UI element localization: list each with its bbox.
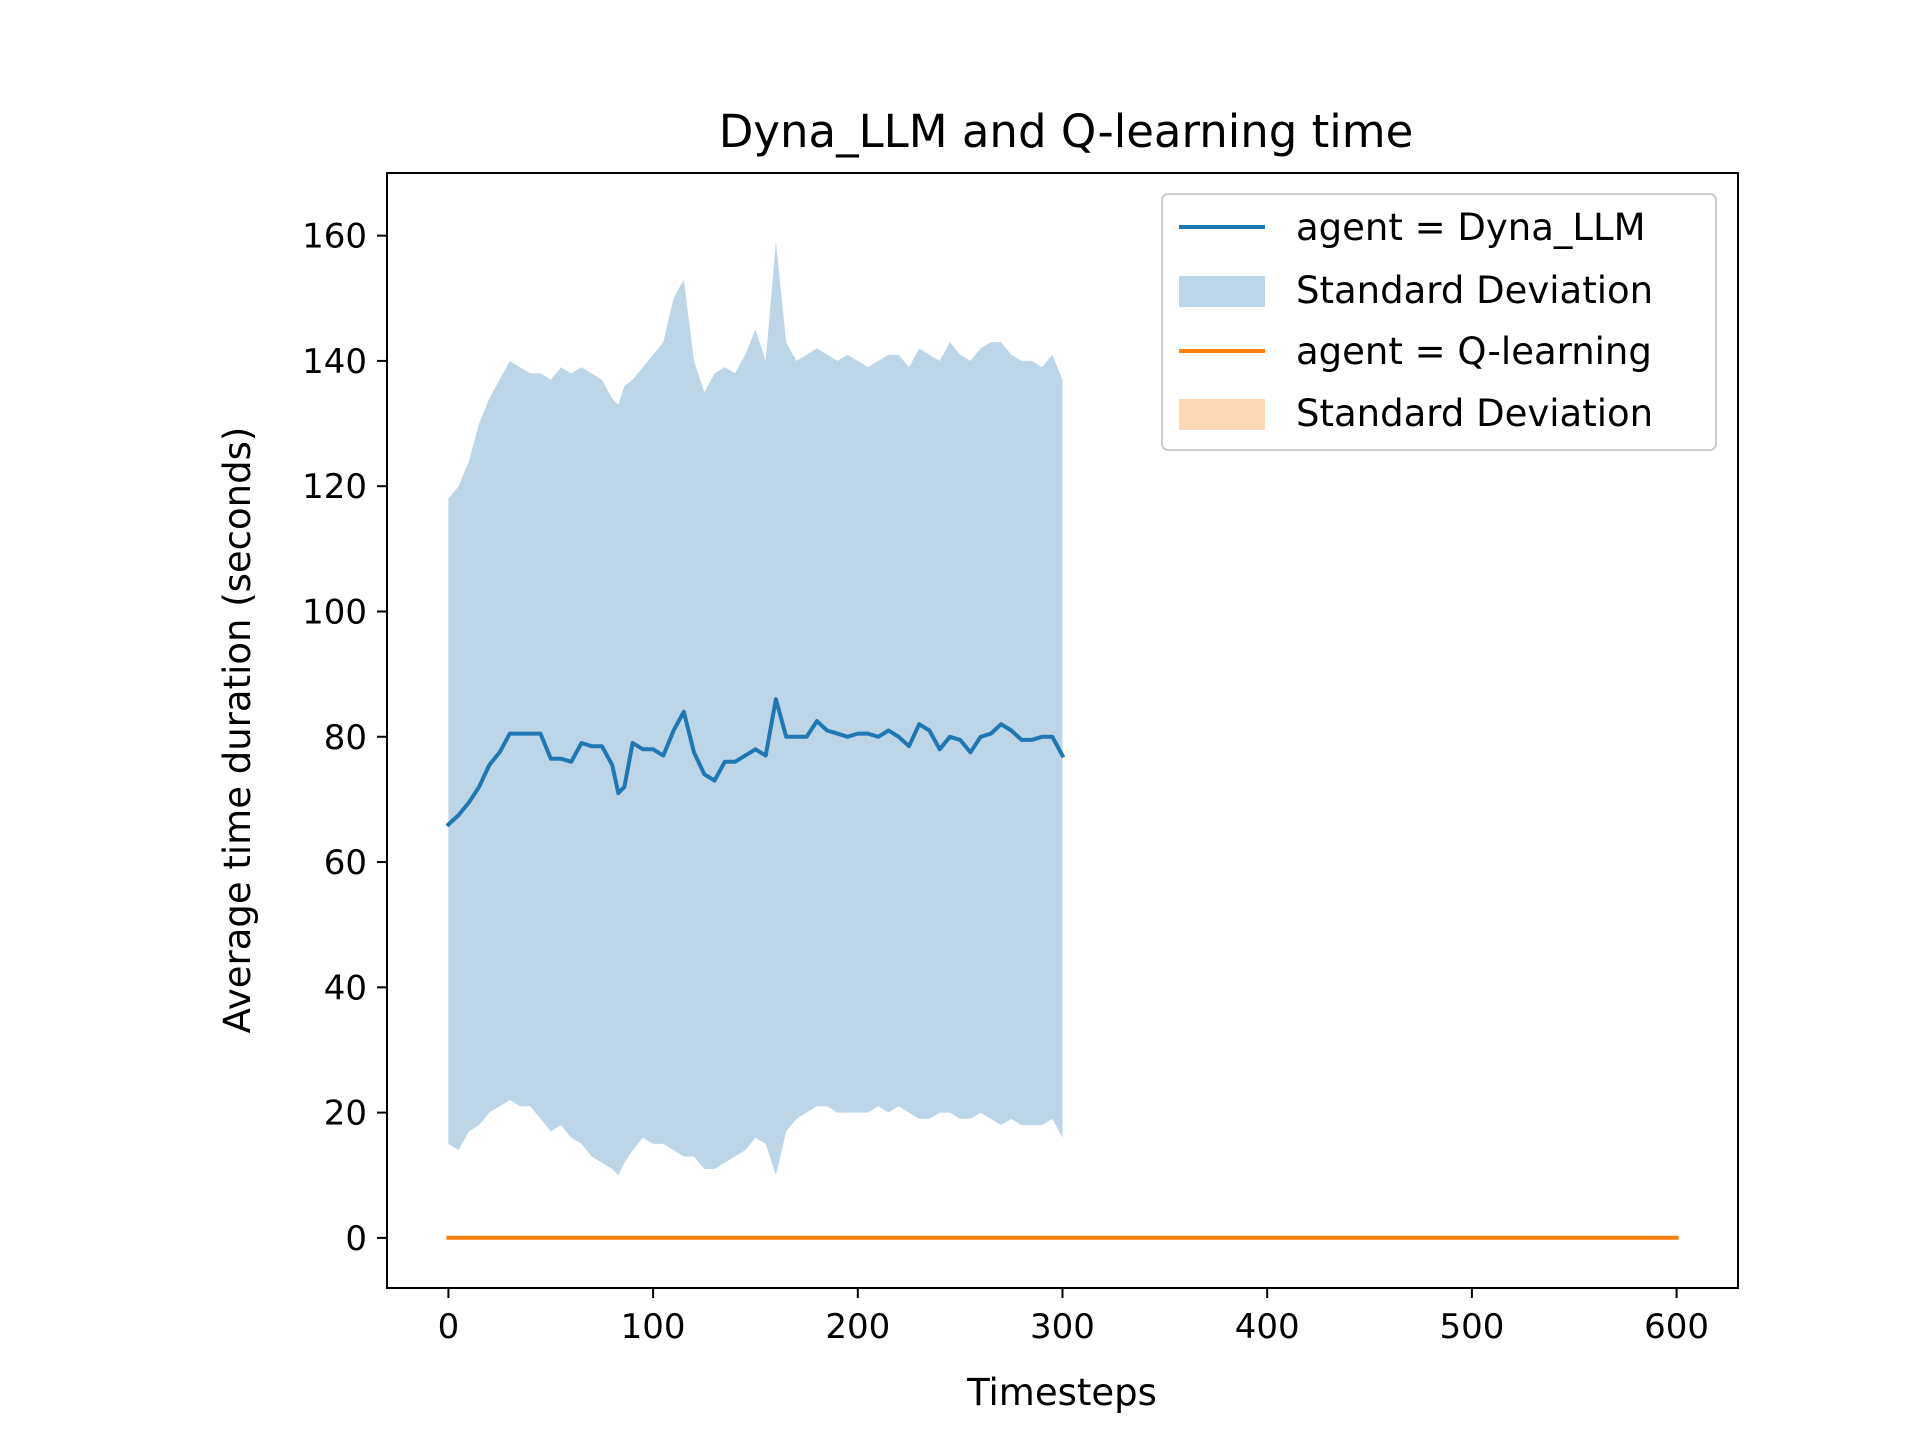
dyna-llm-std-band (448, 241, 1063, 1176)
x-axis-label: Timesteps (966, 1371, 1157, 1414)
x-tick-label: 300 (1030, 1307, 1095, 1347)
plot-area (445, 241, 1679, 1240)
y-tick-label: 0 (345, 1219, 367, 1259)
legend-label-q-learning-std: Standard Deviation (1296, 392, 1653, 435)
y-tick-label: 100 (302, 592, 367, 632)
legend: agent = Dyna_LLM Standard Deviation agen… (1161, 193, 1717, 451)
y-tick-label: 40 (324, 968, 367, 1008)
legend-label-dyna-llm-std: Standard Deviation (1296, 269, 1653, 312)
legend-label-q-learning: agent = Q-learning (1296, 330, 1652, 373)
axes: 0 100 200 300 400 500 600 0 20 40 60 80 100 120 140 160 (302, 217, 1709, 1347)
x-tick-label: 0 (438, 1307, 460, 1347)
y-axis-label: Average time duration (seconds) (216, 427, 259, 1034)
y-tick-label: 120 (302, 467, 367, 507)
y-tick-label: 60 (324, 843, 367, 883)
x-tick-label: 400 (1235, 1307, 1300, 1347)
legend-swatch-dyna-llm-band (1179, 276, 1265, 307)
x-tick-label: 100 (621, 1307, 686, 1347)
legend-label-dyna-llm: agent = Dyna_LLM (1296, 206, 1646, 249)
y-tick-label: 80 (324, 718, 367, 758)
y-tick-label: 140 (302, 342, 367, 382)
legend-swatch-q-learning-band (1179, 399, 1265, 430)
x-tick-label: 200 (825, 1307, 890, 1347)
y-tick-label: 20 (324, 1094, 367, 1134)
x-tick-label: 500 (1439, 1307, 1504, 1347)
y-tick-label: 160 (302, 217, 367, 257)
dyna-llm-mean-line (445, 697, 1066, 828)
x-tick-label: 600 (1644, 1307, 1709, 1347)
chart-title: Dyna_LLM and Q-learning time (719, 105, 1414, 158)
legend-frame (1161, 193, 1717, 451)
